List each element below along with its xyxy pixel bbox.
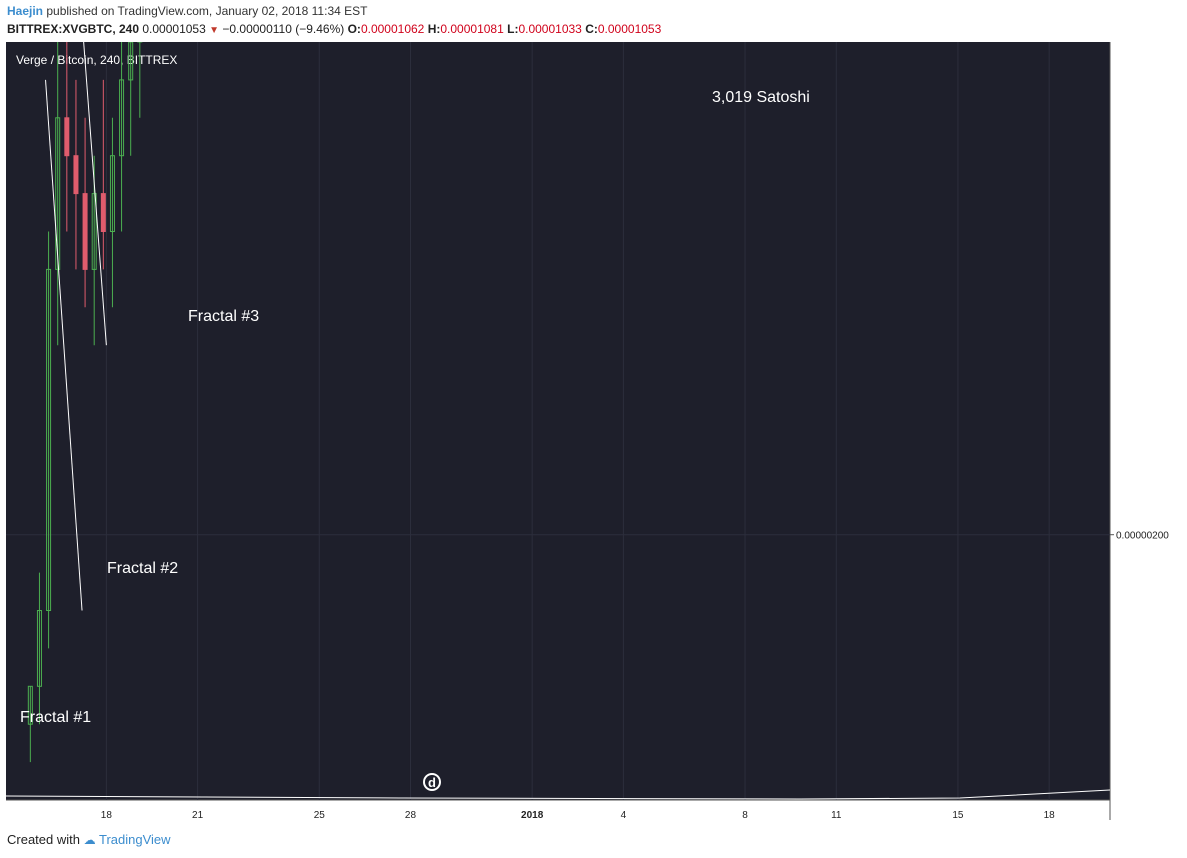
x-tick-label-3: 28: [405, 810, 417, 821]
indicator-line: [5, 789, 1111, 800]
candle-body-8: [100, 193, 106, 233]
close-value: 0.00001053: [597, 22, 662, 36]
price-axis[interactable]: [1110, 42, 1187, 820]
x-tick-label-0: 18: [101, 810, 113, 821]
candle-body-4: [64, 117, 70, 157]
x-tick-label-2: 25: [314, 810, 326, 821]
low-value: 0.00001033: [518, 22, 582, 36]
down-arrow-icon: ▼: [209, 25, 220, 36]
last-price: 0.00001053: [142, 22, 206, 36]
publish-info: Haejin published on TradingView.com, Jan…: [7, 4, 367, 18]
indicator-marker-label: d: [428, 775, 436, 790]
y-tick-label-14: 0.00000200: [1116, 531, 1169, 542]
created-with-text: Created with: [7, 832, 80, 847]
trendline-fractal1-upper: [83, 42, 107, 346]
candle-body-2: [46, 268, 52, 611]
indicator-area: d: [5, 773, 1111, 800]
published-text: published on TradingView.com, January 02…: [46, 4, 368, 18]
x-tick-label-1: 21: [192, 810, 204, 821]
candle-body-10: [119, 79, 125, 157]
low-label: L:: [507, 22, 519, 36]
plot-area[interactable]: [6, 42, 1110, 800]
trendline-fractal1-lower: [45, 79, 83, 611]
annotation-0: Fractal #1: [20, 709, 91, 726]
symbol-label: BITTREX:XVGBTC, 240: [7, 22, 140, 36]
price-change: −0.00000110 (−9.46%): [222, 22, 345, 36]
candle-body-9: [109, 155, 115, 232]
candle-body-1: [36, 610, 42, 687]
annotation-3: 3,019 Satoshi: [712, 89, 810, 106]
annotations: Fractal #1 Fractal #2 Fractal #3 3,019 Sato…: [20, 89, 810, 726]
open-label: O:: [347, 22, 361, 36]
candle-body-6: [82, 193, 88, 270]
candle-body-11: [128, 42, 134, 81]
open-value: 0.00001062: [360, 22, 425, 36]
candle-body-5: [73, 155, 79, 195]
x-tick-label-6: 8: [742, 810, 748, 821]
chart-title: Verge / Bitcoin, 240, BITTREX: [16, 53, 177, 67]
candle-body-0: [27, 685, 33, 725]
annotation-2: Fractal #3: [188, 308, 259, 325]
x-tick-label-5: 4: [621, 810, 627, 821]
grid-lines: [6, 42, 1110, 800]
tradingview-link[interactable]: TradingView: [99, 832, 171, 847]
high-value: 0.00001081: [440, 22, 504, 36]
x-tick-label-9: 18: [1044, 810, 1056, 821]
x-tick-label-8: 15: [952, 810, 964, 821]
price-chart[interactable]: 0.000032000.000030000.000028000.00002600…: [0, 42, 1187, 822]
candle-body-7: [91, 193, 97, 270]
candles: [27, 42, 143, 763]
tradingview-logo-icon: ☁: [83, 833, 96, 847]
trendlines: [45, 42, 107, 611]
x-tick-label-7: 11: [831, 810, 842, 821]
footer: Created with ☁ TradingView: [7, 832, 171, 847]
indicator-marker-inner: [425, 775, 439, 789]
high-label: H:: [427, 22, 441, 36]
time-tick-labels: 18 21 25 28 2018 4 8 11 15 18: [101, 810, 1055, 821]
price-tick-labels: 0.000032000.000030000.000028000.00002600…: [1110, 531, 1169, 542]
close-label: C:: [585, 22, 598, 36]
candle-body-3: [55, 117, 61, 270]
ohlc-bar: BITTREX:XVGBTC, 240 0.00001053 ▼ −0.0000…: [7, 22, 661, 36]
annotation-1: Fractal #2: [107, 560, 178, 577]
x-tick-label-4: 2018: [521, 810, 544, 821]
author-name[interactable]: Haejin: [7, 4, 44, 18]
